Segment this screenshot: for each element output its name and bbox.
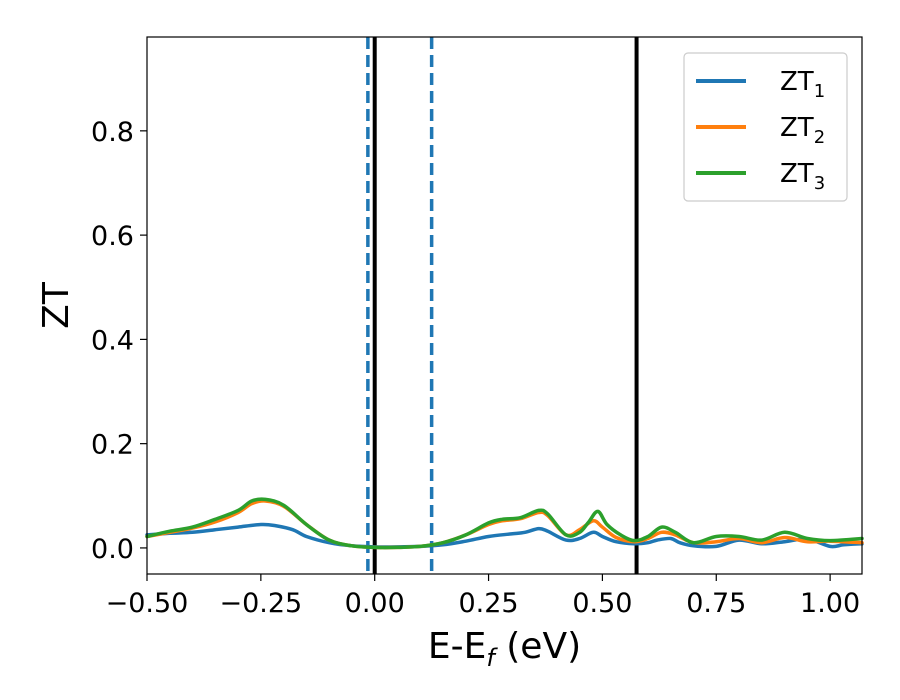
legend-label-zt1: ZT1 xyxy=(780,67,825,102)
x-tick-label: −0.25 xyxy=(219,588,302,619)
x-tick-label: 0.50 xyxy=(572,588,632,619)
x-axis-label: E-Ef (eV) xyxy=(428,626,581,672)
x-axis-label-main: E-E xyxy=(428,626,486,667)
plot-frame xyxy=(146,36,863,575)
y-tick-label: 0.4 xyxy=(91,325,134,356)
x-tick-label: 1.00 xyxy=(800,588,860,619)
y-tick-label: 0.8 xyxy=(91,117,134,148)
y-axis-label: ZT xyxy=(36,281,77,329)
y-tick-label: 0.0 xyxy=(91,534,134,565)
series-line-zt3 xyxy=(145,497,864,550)
y-tick-label: 0.2 xyxy=(91,430,134,461)
y-axis-ticks: 0.0 0.2 0.4 0.6 0.8 xyxy=(91,117,147,565)
series-lines xyxy=(145,497,864,550)
x-tick-label: −0.50 xyxy=(106,588,189,619)
reference-lines xyxy=(366,37,639,574)
x-tick-label: 0.75 xyxy=(686,588,746,619)
legend-label-zt3: ZT3 xyxy=(780,159,825,194)
legend-box xyxy=(683,52,848,202)
x-tick-label: 0.25 xyxy=(458,588,518,619)
legend: ZT1 ZT2 ZT3 xyxy=(683,52,848,202)
legend-label-zt2: ZT2 xyxy=(780,113,825,148)
x-axis-label-suffix: (eV) xyxy=(495,626,581,667)
x-tick-label: 0.00 xyxy=(345,588,405,619)
series-line-zt1 xyxy=(145,522,864,549)
y-tick-label: 0.6 xyxy=(91,221,134,252)
x-axis-ticks: −0.50 −0.25 0.00 0.25 0.50 0.75 1.00 xyxy=(106,574,860,619)
